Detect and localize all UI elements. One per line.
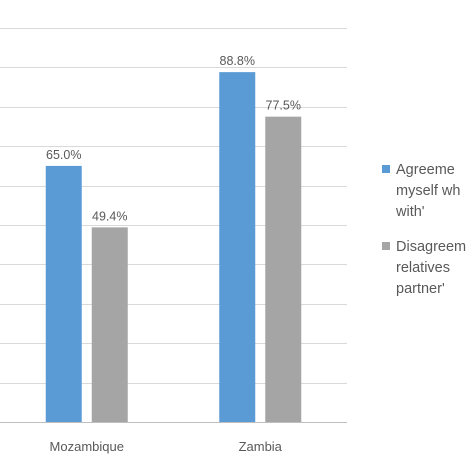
- x-axis-tick-labels: Mozambique Zambia: [50, 439, 283, 454]
- data-label-zambia-series-2: 77.5%: [266, 99, 301, 113]
- legend-swatch-series-2: [382, 242, 390, 250]
- bar-mozambique-series-2: [91, 227, 128, 422]
- bar-zambia-series-2: [265, 116, 302, 423]
- legend-label-series-1: Agreeme myself wh with': [396, 162, 461, 220]
- data-labels: 65.0% 49.4% 88.8% 77.5%: [46, 54, 301, 223]
- legend-item-series-1: Agreeme myself wh with': [382, 160, 474, 223]
- data-label-mozambique-series-2: 49.4%: [92, 209, 127, 223]
- data-label-zambia-series-1: 88.8%: [220, 54, 255, 68]
- legend: Agreeme myself wh with' Disagreem relati…: [382, 160, 474, 314]
- x-tick-label-mozambique: Mozambique: [50, 439, 124, 454]
- legend-swatch-series-1: [382, 165, 390, 173]
- legend-label-series-2: Disagreem relatives partner': [396, 239, 467, 297]
- bars: [45, 72, 302, 423]
- x-tick-label-zambia: Zambia: [239, 439, 283, 454]
- data-label-mozambique-series-1: 65.0%: [46, 148, 81, 162]
- legend-item-series-2: Disagreem relatives partner': [382, 237, 474, 300]
- bar-mozambique-series-1: [45, 165, 82, 422]
- bar-zambia-series-1: [219, 72, 256, 423]
